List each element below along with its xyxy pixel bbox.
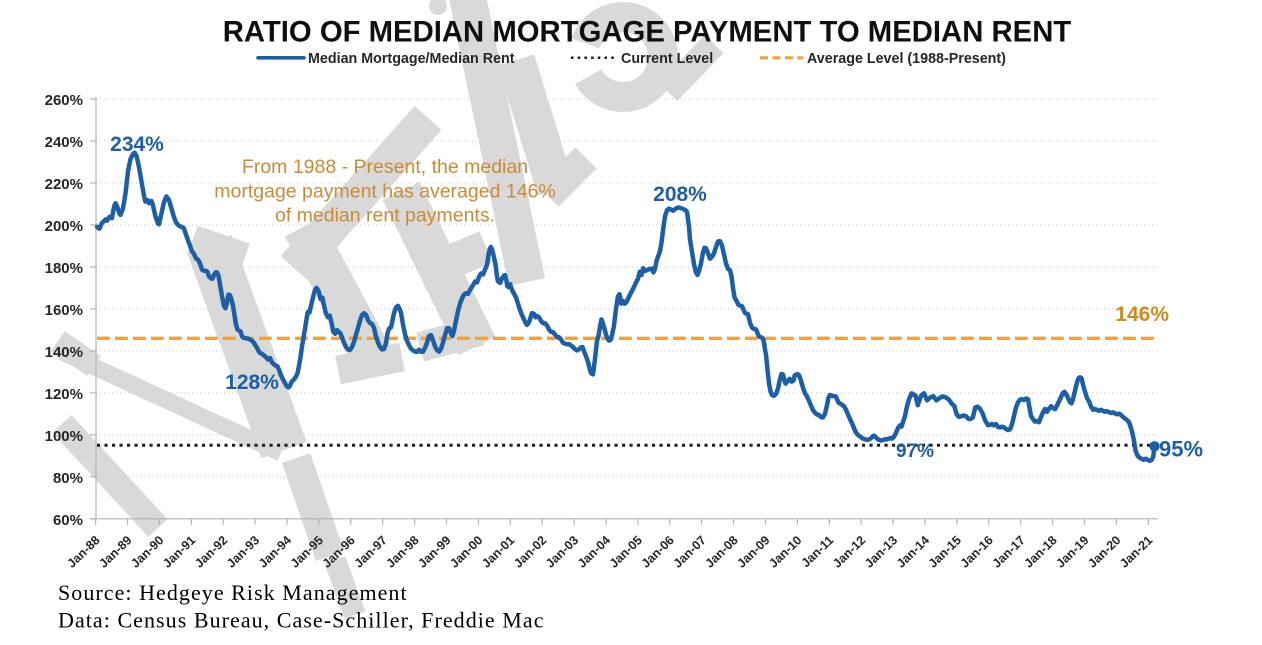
svg-text:120%: 120%: [45, 386, 83, 403]
svg-text:180%: 180%: [45, 260, 83, 277]
svg-text:100%: 100%: [45, 428, 83, 445]
svg-text:208%: 208%: [653, 183, 707, 206]
svg-text:Source: Hedgeye Risk Managemen: Source: Hedgeye Risk Management: [58, 580, 408, 605]
svg-text:80%: 80%: [53, 470, 83, 487]
svg-text:Data: Census Bureau, Case-Schi: Data: Census Bureau, Case-Schiller, Fred…: [58, 608, 545, 633]
svg-text:160%: 160%: [45, 302, 83, 319]
svg-text:140%: 140%: [45, 344, 83, 361]
svg-text:97%: 97%: [896, 441, 934, 462]
svg-text:146%: 146%: [1115, 303, 1169, 326]
svg-text:mortgage payment has averaged: mortgage payment has averaged 146%: [214, 181, 555, 203]
svg-text:RATIO OF MEDIAN MORTGAGE PAYME: RATIO OF MEDIAN MORTGAGE PAYMENT TO MEDI…: [223, 16, 1072, 49]
svg-text:of median rent payments.: of median rent payments.: [275, 205, 495, 227]
svg-text:Average Level (1988-Present): Average Level (1988-Present): [807, 51, 1006, 67]
svg-text:128%: 128%: [225, 371, 279, 394]
svg-text:95%: 95%: [1159, 437, 1203, 462]
svg-text:Median Mortgage/Median Rent: Median Mortgage/Median Rent: [308, 51, 515, 67]
svg-text:60%: 60%: [53, 512, 83, 529]
svg-text:220%: 220%: [45, 176, 83, 193]
svg-text:Current Level: Current Level: [621, 51, 713, 67]
svg-text:From 1988 - Present, the media: From 1988 - Present, the median: [242, 156, 528, 178]
svg-text:200%: 200%: [45, 218, 83, 235]
svg-text:234%: 234%: [110, 133, 164, 156]
svg-text:240%: 240%: [45, 134, 83, 151]
svg-text:260%: 260%: [45, 92, 83, 109]
